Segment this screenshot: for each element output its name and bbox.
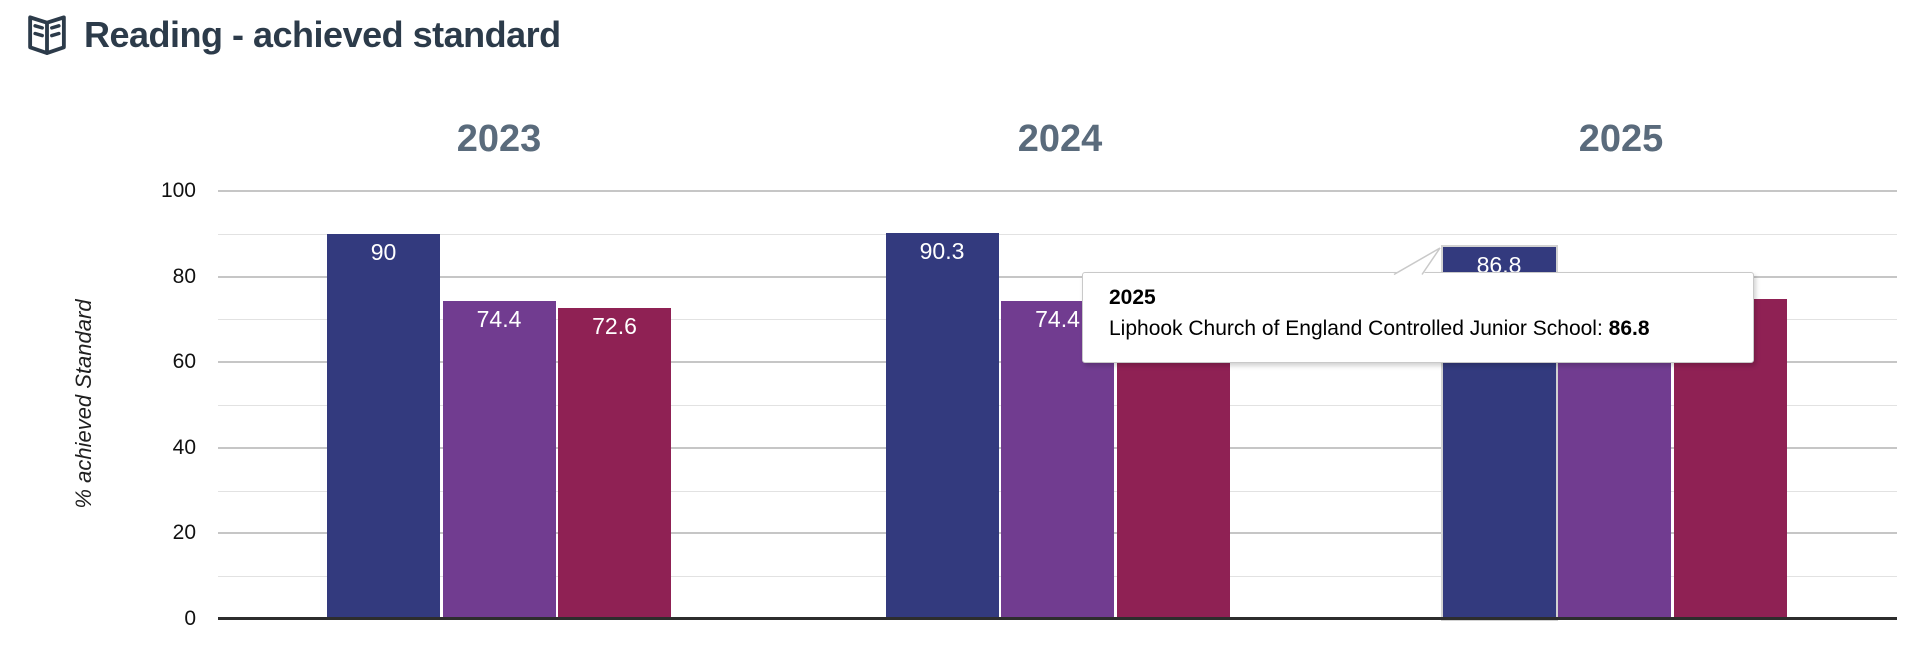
y-tick-label-100: 100 xyxy=(160,179,196,202)
chart-header: Reading - achieved standard xyxy=(24,12,561,58)
tooltip-year: 2025 xyxy=(1109,286,1156,309)
y-tick-label-0: 0 xyxy=(184,607,196,630)
panel-header-2025: 2025 xyxy=(1578,118,1664,160)
bar-value-label: 74.4 xyxy=(1035,305,1080,332)
y-axis-title: % achieved Standard xyxy=(71,299,96,509)
gridline-80 xyxy=(218,275,1897,278)
tooltip-series-label: Liphook Church of England Controlled Jun… xyxy=(1109,317,1609,340)
gridline-100 xyxy=(218,190,1897,192)
bar-value-label: 74.4 xyxy=(476,305,522,332)
tooltip-body: Liphook Church of England Controlled Jun… xyxy=(1109,317,1729,341)
bar-2023-series2[interactable]: 74.4 xyxy=(442,300,556,619)
bar-2023-series3[interactable]: 72.6 xyxy=(558,308,671,619)
y-tick-label-80: 80 xyxy=(172,264,196,288)
tooltip: 2025 Liphook Church of England Controlle… xyxy=(1082,272,1754,363)
panel-header-2023: 2023 xyxy=(456,118,542,160)
panel-header-2024: 2024 xyxy=(1017,118,1103,160)
bar-value-label: 90.3 xyxy=(919,237,965,264)
page-title: Reading - achieved standard xyxy=(84,14,561,55)
bar-2024-series1[interactable]: 90.3 xyxy=(885,232,999,619)
bar-value-label: 90 xyxy=(370,238,397,265)
y-tick-label-60: 60 xyxy=(172,350,196,374)
gridline-90 xyxy=(218,233,1897,235)
open-book-icon xyxy=(24,12,70,58)
x-axis-line xyxy=(218,617,1897,620)
bar-value-label: 72.6 xyxy=(592,313,637,340)
y-tick-label-20: 20 xyxy=(172,521,196,545)
bar-2023-series1[interactable]: 90 xyxy=(327,233,440,619)
y-tick-label-40: 40 xyxy=(172,435,196,459)
tooltip-value: 86.8 xyxy=(1608,317,1650,340)
